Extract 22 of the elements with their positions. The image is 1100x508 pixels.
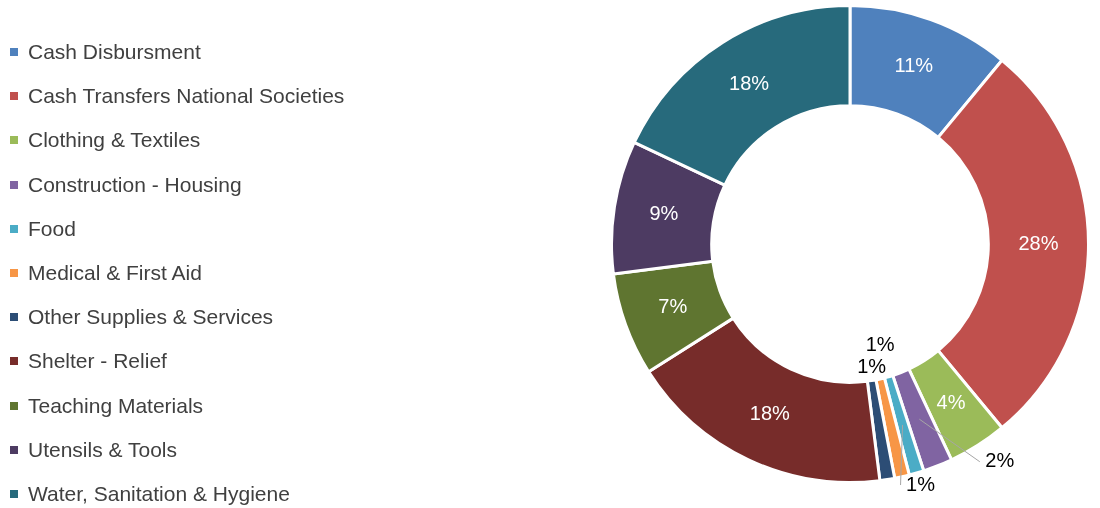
data-label: 7% — [658, 295, 688, 318]
data-label: 28% — [1018, 231, 1059, 254]
legend-label: Utensils & Tools — [28, 437, 178, 462]
data-label: 4% — [936, 390, 966, 413]
data-label: 18% — [749, 402, 791, 424]
legend-label: Other Supplies & Services — [28, 305, 274, 330]
data-label: 11% — [894, 54, 934, 77]
data-label: 1% — [857, 355, 887, 378]
legend-label: Medical & First Aid — [28, 261, 202, 286]
legend-label: Shelter - Relief — [28, 349, 167, 374]
legend-label: Construction - Housing — [28, 172, 242, 197]
legend-label: Teaching Materials — [28, 393, 204, 418]
legend-label: Cash Disbursment — [28, 40, 201, 65]
data-label: 1% — [906, 472, 936, 495]
legend-label: Water, Sanitation & Hygiene — [28, 481, 290, 506]
data-label: 18% — [729, 72, 770, 95]
data-label: 9% — [649, 202, 679, 225]
data-label: 1% — [865, 332, 895, 355]
legend-label: Clothing & Textiles — [28, 128, 201, 153]
data-label: 2% — [985, 449, 1015, 472]
legend-label: Food — [28, 216, 76, 241]
legend-label: Cash Transfers National Societies — [28, 84, 345, 109]
